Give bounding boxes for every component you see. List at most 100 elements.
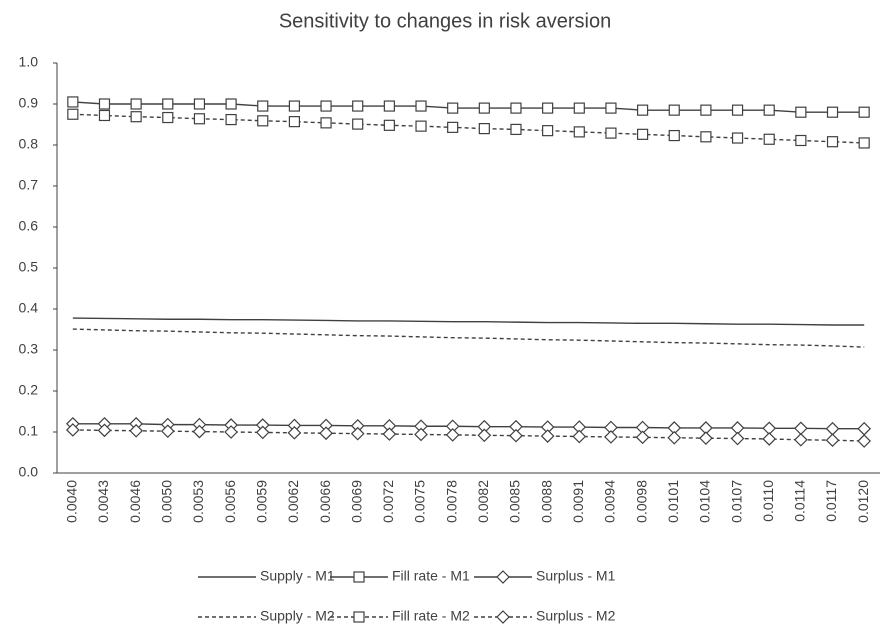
- point: [225, 98, 237, 110]
- chart-title: Sensitivity to changes in risk aversion: [279, 10, 611, 32]
- legend-label: Supply - M1: [260, 568, 335, 584]
- legend-label: Surplus - M2: [536, 608, 616, 624]
- x-tick-label: 0.0085: [507, 480, 523, 523]
- x-tick-label: 0.0114: [792, 480, 808, 522]
- point: [162, 98, 174, 110]
- point: [731, 132, 744, 144]
- point: [763, 133, 775, 145]
- point: [825, 433, 840, 448]
- point: [130, 111, 142, 123]
- point: [794, 421, 808, 436]
- point: [98, 98, 111, 110]
- point: [415, 120, 427, 132]
- y-tick-label: 0.0: [19, 464, 39, 480]
- point: [320, 100, 332, 112]
- x-tick-label: 0.0078: [443, 480, 459, 523]
- point: [762, 432, 777, 446]
- series-line: [72, 101, 865, 113]
- point: [382, 427, 397, 441]
- y-tick-label: 0.6: [19, 218, 39, 234]
- point: [700, 131, 712, 143]
- point: [287, 425, 302, 440]
- point: [825, 421, 840, 436]
- point: [857, 421, 872, 436]
- y-tick-label: 0.8: [19, 136, 39, 152]
- point: [668, 129, 680, 142]
- series-line: [72, 328, 865, 348]
- point: [826, 106, 839, 118]
- point: [731, 104, 744, 116]
- point: [192, 424, 207, 439]
- point: [730, 431, 745, 446]
- point: [573, 102, 585, 114]
- x-tick-label: 0.0101: [665, 480, 681, 523]
- series-line: [72, 423, 865, 430]
- point: [509, 428, 523, 443]
- legend-marker: [353, 611, 365, 623]
- legend-marker: [353, 571, 365, 583]
- point: [319, 426, 333, 441]
- point: [605, 127, 617, 139]
- x-tick-label: 0.0072: [380, 480, 396, 523]
- point: [352, 118, 364, 130]
- point: [700, 104, 712, 116]
- x-tick-label: 0.0050: [158, 480, 174, 523]
- point: [668, 104, 680, 116]
- x-tick-label: 0.0056: [222, 480, 238, 523]
- point: [573, 126, 585, 138]
- point: [97, 423, 112, 438]
- y-tick-label: 1.0: [19, 54, 39, 70]
- x-tick-label: 0.0088: [538, 480, 554, 523]
- point: [414, 427, 428, 442]
- legend-label: Fill rate - M2: [392, 608, 470, 624]
- x-tick-label: 0.0104: [697, 480, 713, 523]
- point: [320, 117, 332, 129]
- x-tick-label: 0.0053: [190, 480, 206, 523]
- point: [858, 137, 870, 149]
- point: [162, 111, 174, 124]
- point: [826, 136, 839, 148]
- point: [350, 426, 365, 441]
- y-tick-label: 0.4: [19, 300, 39, 316]
- point: [857, 434, 872, 448]
- point: [477, 428, 492, 443]
- y-tick-label: 0.1: [19, 423, 39, 439]
- point: [794, 432, 808, 447]
- x-tick-label: 0.0082: [475, 480, 491, 523]
- point: [65, 423, 80, 437]
- x-tick-label: 0.0091: [570, 480, 586, 523]
- y-tick-label: 0.7: [19, 177, 39, 193]
- x-tick-label: 0.0062: [285, 480, 301, 523]
- y-tick-label: 0.5: [19, 259, 39, 275]
- x-tick-label: 0.0117: [823, 480, 839, 522]
- x-tick-label: 0.0120: [855, 480, 871, 523]
- series-line: [72, 113, 865, 144]
- point: [858, 106, 870, 118]
- point: [130, 98, 142, 110]
- point: [510, 123, 522, 136]
- legend-marker: [496, 610, 510, 624]
- point: [699, 431, 713, 445]
- point: [478, 102, 490, 114]
- x-tick-label: 0.0098: [633, 480, 649, 523]
- point: [257, 115, 269, 127]
- x-tick-label: 0.0069: [348, 480, 364, 523]
- y-tick-label: 0.9: [19, 95, 39, 111]
- point: [510, 102, 522, 114]
- point: [193, 113, 206, 125]
- point: [415, 100, 427, 112]
- point: [255, 425, 270, 440]
- point: [288, 116, 301, 128]
- series-line: [72, 317, 865, 326]
- x-tick-label: 0.0043: [95, 480, 111, 523]
- x-tick-label: 0.0110: [760, 480, 776, 522]
- point: [67, 108, 79, 120]
- x-tick-label: 0.0094: [602, 480, 618, 523]
- point: [540, 429, 555, 443]
- point: [67, 96, 79, 108]
- point: [667, 430, 682, 445]
- point: [225, 113, 237, 126]
- point: [445, 428, 460, 442]
- point: [193, 98, 206, 110]
